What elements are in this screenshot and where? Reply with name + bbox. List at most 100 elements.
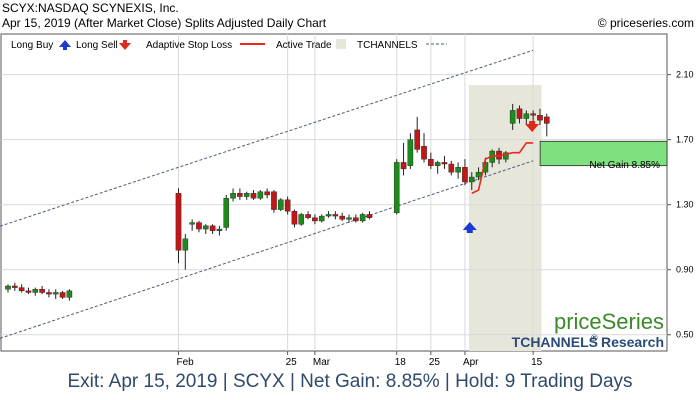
candle-body	[264, 191, 270, 196]
candle	[66, 289, 73, 301]
candle-body	[250, 193, 257, 199]
legend: Long Buy Long Sell Adaptive Stop Loss Ac…	[11, 39, 447, 51]
candle	[223, 194, 230, 231]
candle-body	[530, 113, 536, 116]
candle-body	[66, 290, 73, 298]
candle	[264, 188, 270, 199]
candle	[25, 287, 32, 295]
candle-body	[353, 217, 359, 222]
candle-body	[339, 215, 345, 220]
candle	[407, 133, 414, 169]
legend-long-buy: Long Buy	[11, 40, 53, 51]
grid-lines	[1, 34, 667, 351]
candle	[18, 284, 25, 293]
legend-long-sell: Long Sell	[76, 40, 118, 51]
x-tick-label: Apr	[463, 357, 479, 368]
candle-body	[5, 285, 11, 290]
candle-body	[537, 115, 543, 121]
candle-body	[455, 167, 461, 173]
candle	[189, 219, 195, 231]
candle	[312, 214, 318, 225]
candle	[305, 211, 311, 220]
candle-body	[278, 199, 284, 210]
y-tick-label: 0.50	[676, 330, 694, 340]
tchannel-upper	[0, 49, 534, 227]
candle-body	[318, 215, 325, 222]
candle-body	[284, 199, 291, 212]
candle-body	[46, 292, 52, 295]
long-buy-marker-icon	[462, 222, 477, 233]
candle	[400, 142, 407, 176]
copyright-text: © priceseries.com	[597, 16, 694, 30]
y-tick-label: 1.70	[676, 135, 694, 145]
candle-body	[230, 193, 236, 199]
candle-body	[523, 113, 530, 119]
candle-body	[59, 292, 66, 298]
candle-body	[359, 214, 366, 222]
candle	[250, 190, 257, 200]
candle	[59, 290, 66, 299]
x-tick-label: 18	[395, 357, 407, 368]
candle	[318, 214, 325, 223]
candle	[202, 224, 209, 234]
candle	[523, 110, 530, 126]
candle-body	[257, 191, 264, 199]
brand-research: Research	[601, 334, 664, 350]
candle-body	[305, 214, 311, 218]
candle	[414, 116, 421, 153]
candle-body	[441, 162, 448, 165]
candle-body	[428, 158, 434, 166]
candle	[196, 220, 202, 233]
candle	[346, 214, 352, 223]
candle-body	[237, 193, 243, 197]
candle	[278, 198, 284, 212]
candle-body	[18, 287, 25, 292]
candle-body	[12, 285, 18, 288]
candle-body	[298, 214, 305, 225]
candle-body	[332, 214, 339, 217]
candle	[537, 108, 543, 126]
candle-body	[509, 110, 516, 124]
long-sell-arrow-icon	[119, 40, 131, 50]
candle	[257, 190, 264, 200]
candle	[325, 211, 332, 218]
candle	[12, 282, 18, 291]
candle-body	[189, 222, 195, 225]
brand-tchannels: TCHANNELS	[512, 334, 598, 350]
candle	[243, 191, 250, 200]
candle	[175, 188, 182, 264]
candle-body	[271, 191, 277, 210]
candle-body	[468, 176, 475, 183]
candle	[298, 212, 305, 226]
net-gain-box	[539, 140, 668, 167]
candle	[468, 172, 475, 191]
candle	[428, 152, 434, 169]
candle	[543, 113, 550, 137]
brand-registered-mark: ®	[591, 333, 598, 343]
candle	[332, 211, 339, 220]
candle-body	[216, 228, 223, 231]
candle	[209, 224, 216, 234]
candle-body	[52, 292, 59, 295]
x-tick-label: 25	[429, 357, 441, 368]
candle-body	[366, 214, 373, 218]
plot-area	[0, 33, 668, 352]
x-tick-label: Feb	[177, 357, 195, 368]
candle-body	[291, 210, 298, 225]
candle	[52, 289, 59, 299]
candle	[434, 160, 441, 174]
candlesticks	[5, 103, 550, 301]
x-tick-label: Mar	[313, 357, 331, 368]
tchannel-lines	[0, 49, 534, 339]
candle	[271, 190, 277, 213]
candle-body	[421, 145, 427, 160]
net-gain-label: Net Gain 8.85%	[589, 160, 660, 171]
candle-body	[196, 222, 202, 230]
y-axis-ticks: 2.10 1.70 1.30 0.90 0.50	[667, 70, 694, 340]
candle	[455, 162, 461, 179]
candle-body	[462, 167, 468, 183]
y-tick-label: 2.10	[676, 70, 694, 80]
candle	[366, 211, 373, 220]
y-tick-label: 0.90	[676, 265, 694, 275]
candle	[509, 103, 516, 130]
